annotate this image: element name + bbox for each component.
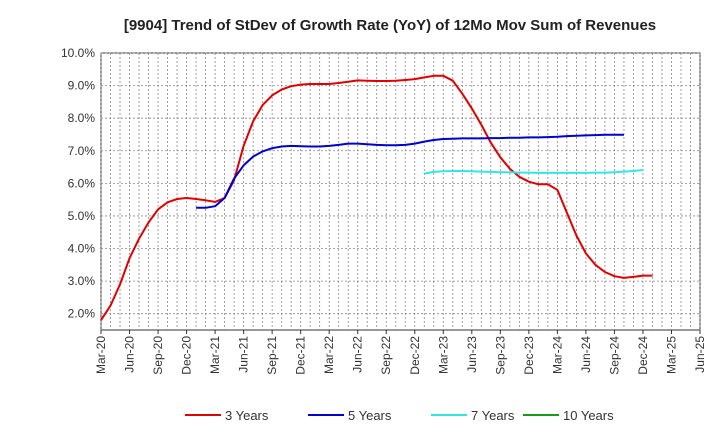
x-tick-label: Sep-22 [379, 336, 393, 375]
chart-title: [9904] Trend of StDev of Growth Rate (Yo… [124, 17, 656, 34]
x-tick-label: Mar-20 [94, 336, 108, 374]
series-line-7-years [424, 169, 644, 175]
legend: 3 Years 5 Years 7 Years 10 Years [185, 408, 614, 423]
legend-label: 10 Years [563, 408, 614, 423]
y-tick-label: 4.0% [68, 242, 96, 256]
x-tick-label: Sep-20 [151, 336, 165, 375]
x-tick-label: Jun-22 [351, 336, 365, 373]
x-tick-label: Mar-21 [208, 336, 222, 374]
x-tick-label: Jun-25 [693, 336, 707, 373]
y-tick-label: 7.0% [68, 144, 96, 158]
x-tick-label: Sep-23 [493, 336, 507, 375]
series-line-5-years [196, 133, 624, 209]
y-tick-label: 6.0% [68, 176, 96, 190]
y-tick-label: 8.0% [68, 111, 96, 125]
x-tick-label: Jun-24 [579, 336, 593, 373]
axis-layer: 2.0% 3.0% 4.0% 5.0% 6.0% 7.0% 8.0% 9.0% 10.0% Mar… [61, 46, 707, 375]
legend-label: 3 Years [225, 408, 269, 423]
x-tick-label: Dec-21 [294, 336, 308, 375]
x-tick-label: Jun-23 [465, 336, 479, 373]
x-tick-label: Mar-23 [436, 336, 450, 374]
x-tick-label: Jun-20 [123, 336, 137, 373]
x-tick-label: Mar-24 [550, 336, 564, 374]
y-tick-label: 3.0% [68, 274, 96, 288]
x-tick-label: Sep-21 [265, 336, 279, 375]
x-tick-label: Dec-20 [180, 336, 194, 375]
x-tick-label: Dec-22 [408, 336, 422, 375]
series-line-3-years [100, 74, 653, 321]
y-tick-label: 10.0% [61, 46, 95, 60]
y-tick-label: 2.0% [68, 307, 96, 321]
x-tick-label: Dec-24 [636, 336, 650, 375]
x-tick-label: Dec-23 [522, 336, 536, 375]
series-layer [100, 74, 653, 321]
legend-label: 7 Years [471, 408, 515, 423]
grid-layer [100, 52, 701, 331]
plot-frame [100, 52, 701, 331]
x-tick-label: Mar-25 [664, 336, 678, 374]
y-tick-label: 5.0% [68, 209, 96, 223]
legend-label: 5 Years [348, 408, 392, 423]
x-tick-label: Mar-22 [322, 336, 336, 374]
x-tick-label: Jun-21 [237, 336, 251, 373]
x-tick-label: Sep-24 [607, 336, 621, 375]
y-tick-label: 9.0% [68, 79, 96, 93]
